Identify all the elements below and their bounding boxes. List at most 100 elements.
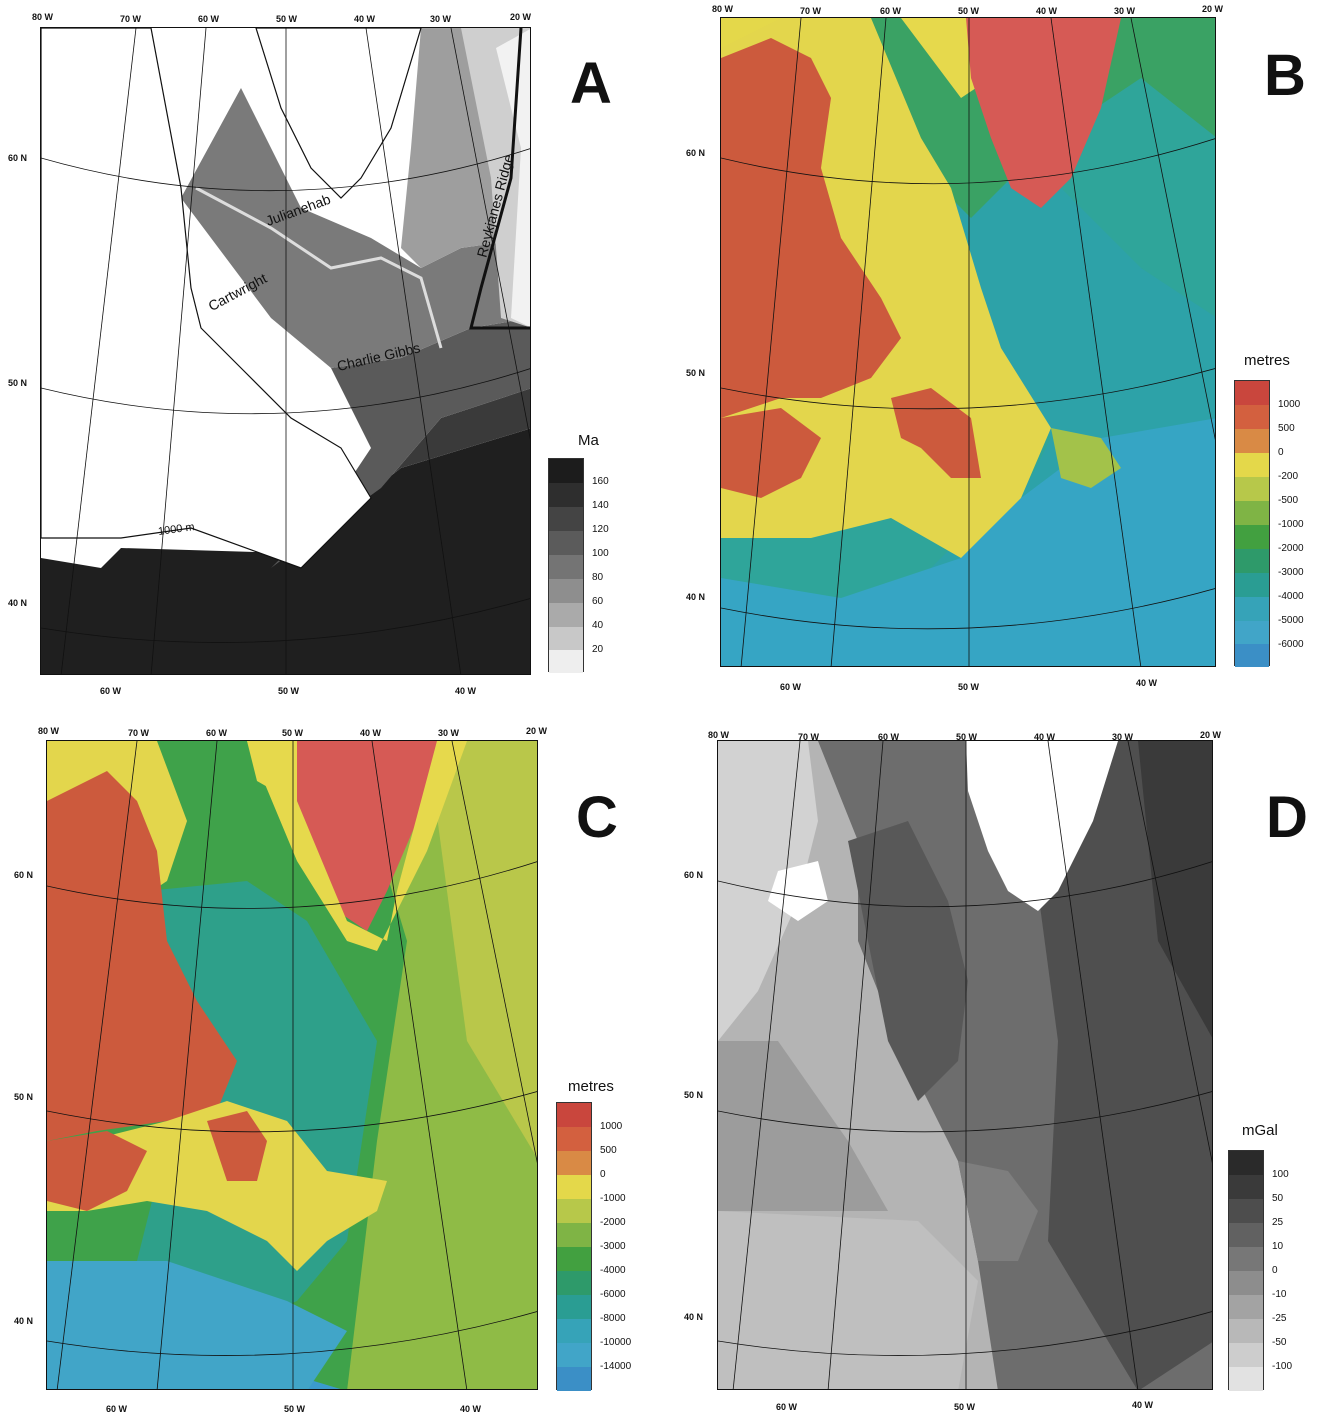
lat-0: 60 N bbox=[684, 870, 704, 880]
legend-d-label-5: -10 bbox=[1272, 1289, 1287, 1300]
age-band-young bbox=[496, 29, 530, 328]
legend-b-label-0: 1000 bbox=[1278, 399, 1301, 410]
legend-a-bar bbox=[548, 458, 584, 673]
map-c-bathymetry bbox=[46, 740, 538, 1390]
top-lon-3: 50 W bbox=[282, 728, 304, 738]
reykjanes-ridge-line bbox=[469, 28, 530, 330]
age-band bbox=[291, 388, 530, 553]
labrador-land bbox=[41, 28, 372, 569]
panel-label-a: A bbox=[570, 51, 612, 116]
legend-b-label-6: -2000 bbox=[1278, 543, 1304, 554]
top-lon-4: 40 W bbox=[1036, 6, 1058, 16]
legend-c-bar bbox=[556, 1102, 592, 1391]
legend-a-label-5: 60 bbox=[592, 596, 604, 607]
top-lon-6: 20 W bbox=[510, 12, 532, 22]
legend-c-label-3: -1000 bbox=[600, 1193, 626, 1204]
top-lon-2: 60 W bbox=[206, 728, 228, 738]
top-lon-1: 70 W bbox=[120, 14, 142, 24]
legend-b-title: metres bbox=[1244, 352, 1290, 369]
legend-d-bar bbox=[1228, 1150, 1264, 1391]
map-d-gravity bbox=[717, 740, 1213, 1390]
legend-d-label-7: -50 bbox=[1272, 1337, 1287, 1348]
legend-b-label-10: -6000 bbox=[1278, 639, 1304, 650]
map-b-graphic bbox=[721, 18, 1215, 666]
legend-c-label-8: -8000 bbox=[600, 1313, 626, 1324]
legend-d-title: mGal bbox=[1242, 1122, 1278, 1139]
age-band bbox=[181, 88, 530, 368]
bottom-lon-0: 60 W bbox=[776, 1402, 798, 1412]
legend-b-label-1: 500 bbox=[1278, 423, 1295, 434]
graticule bbox=[721, 18, 1215, 666]
panel-c: 80 W 70 W 60 W 50 W 40 W 30 W 20 W 60 W … bbox=[0, 720, 662, 1417]
panel-d: 80 W 70 W 60 W 50 W 40 W 30 W 20 W 60 W … bbox=[662, 720, 1325, 1417]
top-lon-1: 70 W bbox=[800, 6, 822, 16]
map-b-topography bbox=[720, 17, 1216, 667]
panel-label-b: B bbox=[1264, 43, 1306, 108]
top-lon-6: 20 W bbox=[1202, 4, 1224, 14]
top-lon-4: 40 W bbox=[360, 728, 382, 738]
top-lon-2: 60 W bbox=[878, 732, 900, 742]
lat-1: 50 N bbox=[686, 368, 706, 378]
legend-c-label-5: -3000 bbox=[600, 1241, 626, 1252]
panel-label-d: D bbox=[1266, 785, 1308, 850]
legend-a-label-7: 20 bbox=[592, 644, 604, 655]
top-lon-2: 60 W bbox=[198, 14, 220, 24]
panel-label-c: C bbox=[576, 785, 618, 850]
legend-c-label-0: 1000 bbox=[600, 1121, 623, 1132]
top-lon-1: 70 W bbox=[128, 728, 150, 738]
lat-1: 50 N bbox=[14, 1092, 34, 1102]
legend-c-label-7: -6000 bbox=[600, 1289, 626, 1300]
top-lon-0: 80 W bbox=[32, 12, 54, 22]
lat-2: 40 N bbox=[684, 1312, 704, 1322]
bottom-lon-1: 50 W bbox=[954, 1402, 976, 1412]
map-c-graphic bbox=[47, 741, 537, 1389]
panel-a: Julianehab Cartwright Charlie Gibbs Reyk… bbox=[0, 0, 662, 700]
top-lon-1: 70 W bbox=[798, 732, 820, 742]
bottom-lon-0: 60 W bbox=[106, 1404, 128, 1414]
graticule bbox=[47, 741, 537, 1389]
legend-d: mGal 100 50 25 10 0 -10 -25 -50 -100 bbox=[1228, 1122, 1318, 1394]
legend-a: Ma 160 140 120 100 80 60 40 20 bbox=[548, 432, 628, 677]
lat-1: 50 N bbox=[684, 1090, 704, 1100]
legend-d-label-2: 25 bbox=[1272, 1217, 1284, 1228]
legend-b-label-2: 0 bbox=[1278, 447, 1284, 458]
bottom-lon-2: 40 W bbox=[1132, 1400, 1154, 1410]
legend-b-label-3: -200 bbox=[1278, 471, 1299, 482]
lat-2: 40 N bbox=[14, 1316, 34, 1326]
top-lon-6: 20 W bbox=[1200, 730, 1222, 740]
lat-2: 40 N bbox=[8, 598, 28, 608]
legend-b-label-8: -4000 bbox=[1278, 591, 1304, 602]
top-lon-0: 80 W bbox=[712, 4, 734, 14]
bottom-lon-0: 60 W bbox=[780, 682, 802, 692]
legend-c-label-4: -2000 bbox=[600, 1217, 626, 1228]
top-lon-0: 80 W bbox=[708, 730, 730, 740]
legend-d-label-8: -100 bbox=[1272, 1361, 1293, 1372]
age-band-oldest bbox=[41, 428, 530, 674]
top-lon-2: 60 W bbox=[880, 6, 902, 16]
legend-d-label-4: 0 bbox=[1272, 1265, 1278, 1276]
legend-c-title: metres bbox=[568, 1078, 614, 1095]
lat-0: 60 N bbox=[14, 870, 34, 880]
legend-d-label-1: 50 bbox=[1272, 1193, 1284, 1204]
top-lon-3: 50 W bbox=[958, 6, 980, 16]
top-lon-3: 50 W bbox=[956, 732, 978, 742]
top-lon-5: 30 W bbox=[1112, 732, 1134, 742]
legend-a-label-3: 100 bbox=[592, 548, 609, 559]
legend-c-label-9: -10000 bbox=[600, 1337, 632, 1348]
legend-b: metres 1000 500 0 -200 -500 -1000 -2000 … bbox=[1234, 352, 1324, 670]
top-lon-5: 30 W bbox=[1114, 6, 1136, 16]
bottom-lon-0: 60 W bbox=[100, 686, 122, 696]
legend-a-label-1: 140 bbox=[592, 500, 609, 511]
graticule bbox=[41, 28, 530, 674]
lat-0: 60 N bbox=[8, 153, 28, 163]
legend-c-label-2: 0 bbox=[600, 1169, 606, 1180]
top-lon-4: 40 W bbox=[1034, 732, 1056, 742]
bottom-lon-2: 40 W bbox=[1136, 678, 1158, 688]
lat-2: 40 N bbox=[686, 592, 706, 602]
bottom-lon-1: 50 W bbox=[958, 682, 980, 692]
legend-a-label-0: 160 bbox=[592, 476, 609, 487]
lat-0: 60 N bbox=[686, 148, 706, 158]
legend-a-label-6: 40 bbox=[592, 620, 604, 631]
legend-d-label-0: 100 bbox=[1272, 1169, 1289, 1180]
legend-a-label-2: 120 bbox=[592, 524, 609, 535]
